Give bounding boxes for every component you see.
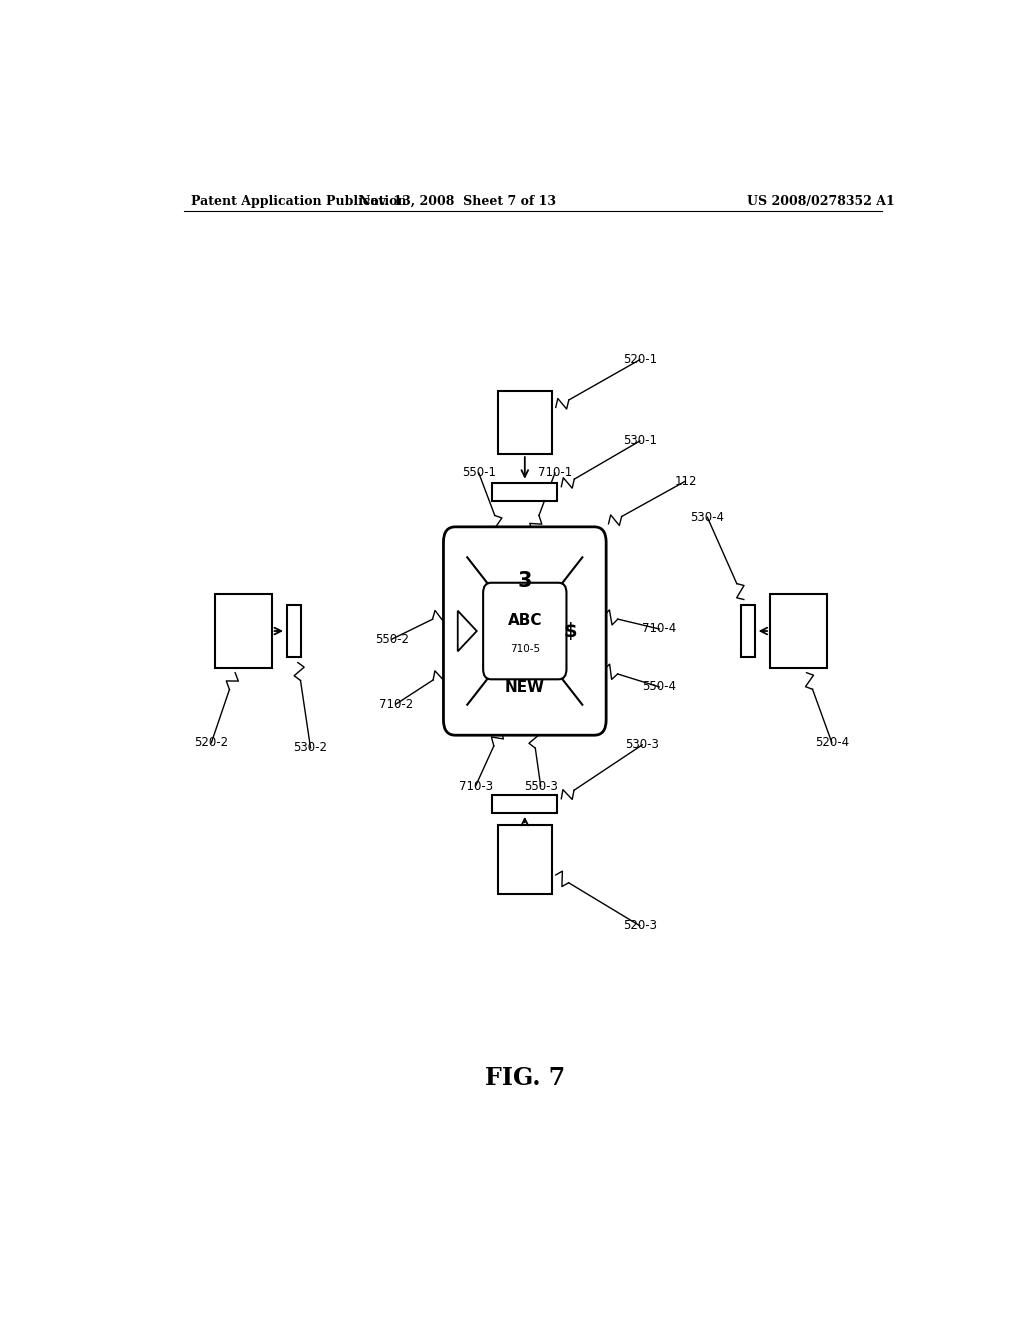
- Text: 550-3: 550-3: [523, 780, 558, 792]
- Bar: [493, 795, 557, 813]
- Text: 530-3: 530-3: [626, 738, 659, 751]
- Text: Patent Application Publication: Patent Application Publication: [191, 194, 407, 207]
- Text: 520-4: 520-4: [815, 737, 849, 750]
- Bar: [498, 391, 552, 454]
- Text: $: $: [563, 622, 578, 640]
- FancyBboxPatch shape: [443, 527, 606, 735]
- Text: 520-3: 520-3: [623, 919, 656, 932]
- Text: 3: 3: [517, 570, 532, 591]
- Text: NEW: NEW: [505, 680, 545, 694]
- Bar: [493, 483, 557, 500]
- Text: 520-1: 520-1: [623, 354, 657, 366]
- Text: 530-4: 530-4: [690, 511, 724, 524]
- Bar: [740, 605, 755, 657]
- Text: FIG. 7: FIG. 7: [484, 1067, 565, 1090]
- FancyBboxPatch shape: [483, 582, 566, 680]
- Polygon shape: [458, 611, 477, 651]
- Text: 710-3: 710-3: [459, 780, 493, 792]
- Text: US 2008/0278352 A1: US 2008/0278352 A1: [748, 194, 895, 207]
- Text: Nov. 13, 2008  Sheet 7 of 13: Nov. 13, 2008 Sheet 7 of 13: [358, 194, 556, 207]
- Text: 550-4: 550-4: [642, 680, 676, 693]
- Text: 550-1: 550-1: [462, 466, 496, 479]
- Text: 112: 112: [674, 475, 696, 487]
- Text: 710-5: 710-5: [510, 644, 540, 655]
- Text: 710-4: 710-4: [642, 623, 677, 635]
- Bar: [498, 825, 552, 894]
- Text: 710-2: 710-2: [379, 698, 413, 710]
- Bar: [287, 605, 301, 657]
- Text: 550-2: 550-2: [375, 632, 409, 645]
- Text: 530-1: 530-1: [623, 434, 656, 447]
- Bar: [214, 594, 271, 668]
- Text: 520-2: 520-2: [195, 737, 228, 750]
- Text: 530-2: 530-2: [294, 742, 328, 755]
- Text: ABC: ABC: [508, 614, 542, 628]
- Text: 710-1: 710-1: [538, 466, 572, 479]
- Bar: [770, 594, 827, 668]
